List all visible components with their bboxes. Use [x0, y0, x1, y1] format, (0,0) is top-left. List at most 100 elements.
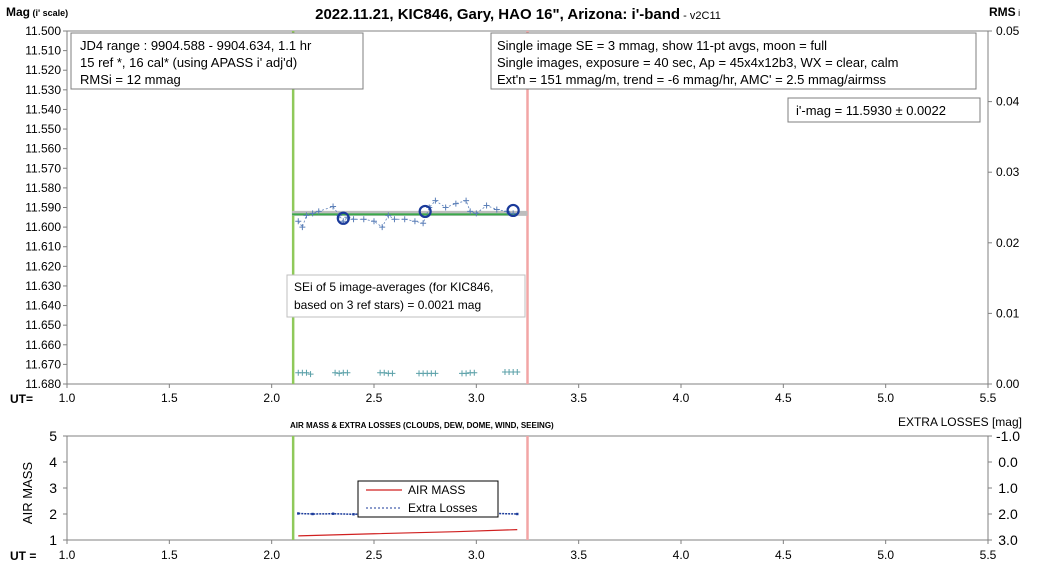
rms-point [332, 369, 339, 376]
info-line-se: Single image SE = 3 mmag, show 11-pt avg… [497, 38, 827, 53]
y-tick-label: 11.530 [25, 83, 61, 97]
y-tick-label: 11.520 [25, 63, 61, 77]
y-tick-label: 11.610 [25, 240, 61, 254]
airmass-y-tick-label: 2 [49, 506, 57, 522]
airmass-x-tick-label: 2.0 [263, 548, 280, 562]
x-axis-label: UT= [10, 392, 33, 406]
single-image-point [360, 216, 367, 223]
y-tick-label: 11.620 [25, 259, 61, 273]
extra-losses-marker [297, 512, 300, 515]
extra-losses-tick-label: -1.0 [996, 428, 1020, 444]
x-tick-label: 3.0 [468, 391, 485, 405]
rms-point [514, 368, 521, 375]
single-image-point [432, 197, 439, 204]
x-tick-label: 1.5 [161, 391, 178, 405]
rms-point [381, 369, 388, 376]
mag-result-box: i'-mag = 11.5930 ± 0.0022 [787, 97, 981, 123]
y-tick-label: 11.650 [25, 318, 61, 332]
y2-tick-label: 0.04 [996, 95, 1020, 109]
rms-point [307, 371, 314, 378]
airmass-x-tick-label: 5.5 [980, 548, 997, 562]
observation-info-box: Single image SE = 3 mmag, show 11-pt avg… [490, 32, 977, 90]
airmass-chart-title: AIR MASS & EXTRA LOSSES (CLOUDS, DEW, DO… [290, 421, 554, 430]
sei-line-2: based on 3 ref stars) = 0.0021 mag [294, 298, 481, 312]
airmass-x-tick-label: 5.0 [877, 548, 894, 562]
extra-losses-marker [331, 512, 335, 515]
single-image-point [379, 224, 386, 231]
y-tick-label: 11.670 [25, 357, 61, 371]
y-tick-label: 11.640 [25, 299, 61, 313]
extra-losses-tick-label: 1.0 [998, 480, 1018, 496]
ref-stars-line: 15 ref *, 16 cal* (using APASS i' adj'd) [80, 55, 297, 70]
extra-losses-marker [352, 513, 355, 516]
y-tick-label: 11.560 [25, 142, 61, 156]
airmass-y-tick-label: 1 [49, 532, 57, 548]
single-image-point [411, 218, 418, 225]
y-tick-label: 11.590 [25, 201, 61, 215]
rms-point [463, 370, 470, 377]
airmass-x-tick-label: 4.5 [775, 548, 792, 562]
rms-point [471, 369, 478, 376]
chart-title: 2022.11.21, KIC846, Gary, HAO 16", Arizo… [315, 6, 721, 23]
y-tick-label: 11.570 [25, 161, 61, 175]
y2-tick-label: 0.01 [996, 306, 1020, 320]
x-tick-label: 2.0 [263, 391, 280, 405]
y-tick-label: 11.540 [25, 102, 61, 116]
sei-line-1: SEi of 5 image-averages (for KIC846, [294, 280, 493, 294]
single-image-point [463, 197, 470, 204]
y-tick-label: 11.630 [25, 279, 61, 293]
single-image-point [330, 203, 337, 210]
airmass-y-tick-label: 4 [49, 454, 57, 470]
single-image-point [473, 210, 480, 217]
info-line-exposure: Single images, exposure = 40 sec, Ap = 4… [497, 55, 898, 70]
single-image-point [350, 216, 357, 223]
legend-extra-losses-label: Extra Losses [408, 501, 477, 515]
airmass-x-tick-label: 3.0 [468, 548, 485, 562]
main-plot: 11.500 11.510 11.520 11.530 11.540 11.550 11.5… [25, 24, 1019, 405]
y-tick-label: 11.580 [25, 181, 61, 195]
average-point [506, 203, 520, 218]
airmass-x-tick-label: 1.5 [161, 548, 178, 562]
airmass-y-tick-label: 3 [49, 480, 57, 496]
extra-losses-marker [516, 512, 519, 516]
single-image-point [315, 208, 322, 215]
single-image-point [483, 202, 490, 209]
y-axis-label: Mag (i' scale) [6, 5, 68, 19]
y-tick-label: 11.500 [25, 24, 61, 38]
airmass-x-tick-label: 4.0 [673, 548, 690, 562]
x-tick-label: 4.0 [673, 391, 690, 405]
x-tick-label: 1.0 [59, 391, 76, 405]
x-tick-label: 4.5 [775, 391, 792, 405]
y-tick-label: 11.680 [25, 377, 61, 391]
y-tick-label: 11.550 [25, 122, 61, 136]
y2-tick-label: 0.00 [996, 377, 1020, 391]
y-tick-label: 11.510 [25, 44, 61, 58]
single-image-point [391, 216, 398, 223]
airmass-y-tick-label: 5 [49, 428, 57, 444]
airmass-axis-label: AIR MASS [20, 462, 35, 524]
x-tick-label: 3.5 [570, 391, 587, 405]
airmass-legend: AIR MASS Extra Losses [357, 480, 499, 518]
rms-point [389, 370, 396, 377]
rms-point [432, 370, 439, 377]
single-image-point [452, 200, 459, 207]
single-image-point [303, 212, 310, 219]
airmass-x-tick-label: 3.5 [570, 548, 587, 562]
single-image-point [401, 216, 408, 223]
single-image-point [295, 218, 302, 225]
jd-range-line: JD4 range : 9904.588 - 9904.634, 1.1 hr [80, 38, 312, 53]
bottom-x-axis-label: UT = [10, 549, 36, 563]
extra-losses-tick-label: 2.0 [998, 506, 1018, 522]
single-image-point [309, 210, 316, 217]
y2-axis-label: RMS i [989, 5, 1020, 19]
x-tick-label: 5.0 [877, 391, 894, 405]
jd-range-box: JD4 range : 9904.588 - 9904.634, 1.1 hr … [70, 32, 364, 90]
sei-box: SEi of 5 image-averages (for KIC846, bas… [286, 274, 526, 318]
airmass-line [298, 529, 518, 537]
single-image-point [467, 208, 474, 215]
extra-losses-axis-label: EXTRA LOSSES [mag] [898, 415, 1022, 429]
average-point [418, 204, 432, 219]
extra-losses-marker [311, 512, 314, 516]
